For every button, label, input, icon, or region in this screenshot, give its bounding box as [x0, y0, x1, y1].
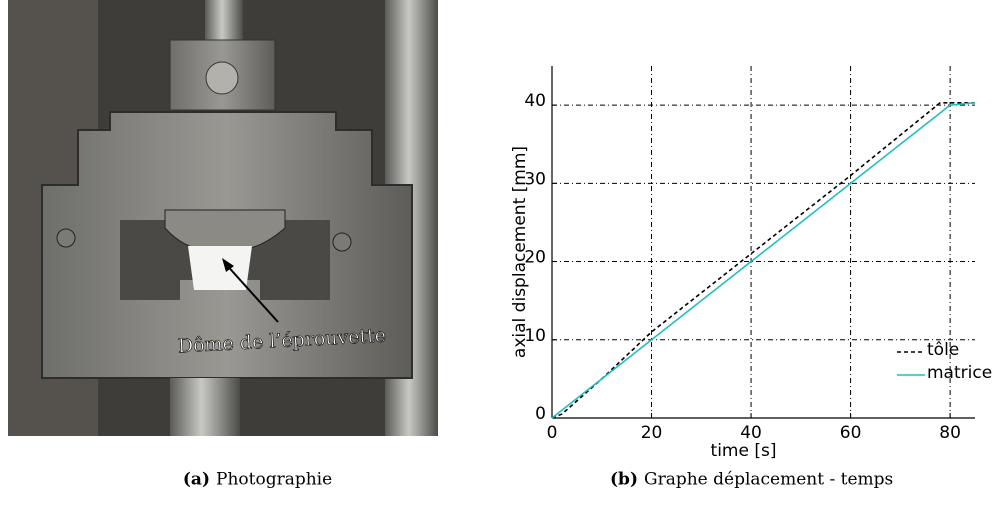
- y-tick-label: 10: [524, 326, 546, 346]
- x-axis-label: time [s]: [711, 441, 777, 461]
- legend-label: tôle: [927, 340, 959, 360]
- y-tick-label: 20: [524, 248, 546, 268]
- y-tick-label: 30: [524, 169, 546, 189]
- chart: 0 10 20 30 40 0 20 40 60 80 time [s] axial displace…: [510, 66, 992, 461]
- x-tick-label: 80: [939, 423, 961, 443]
- specimen-dome: [188, 246, 252, 290]
- y-tick-label: 40: [524, 91, 546, 111]
- caption-label: (b): [610, 470, 638, 490]
- x-tick-label: 0: [547, 423, 558, 443]
- bolt: [332, 232, 352, 252]
- caption-text: Photographie: [216, 470, 332, 490]
- y-axis-label: axial displacement [mm]: [510, 146, 530, 358]
- bolt: [205, 61, 239, 95]
- y-tick-label: 0: [535, 404, 546, 424]
- x-tick-label: 60: [840, 423, 862, 443]
- series-line: [551, 101, 975, 419]
- caption-label: (a): [183, 470, 210, 490]
- x-tick-label: 20: [641, 423, 663, 443]
- arrow-shaft: [223, 261, 279, 323]
- bolt: [56, 228, 76, 248]
- lower-rod: [170, 378, 240, 436]
- caption-text: Graphe déplacement - temps: [644, 470, 893, 490]
- series-line: [551, 101, 976, 419]
- x-tick-label: 40: [740, 423, 762, 443]
- photo: Dôme de l’éprouvette: [8, 0, 438, 436]
- legend-label: matrice: [927, 363, 992, 383]
- arrow-head: [222, 258, 234, 272]
